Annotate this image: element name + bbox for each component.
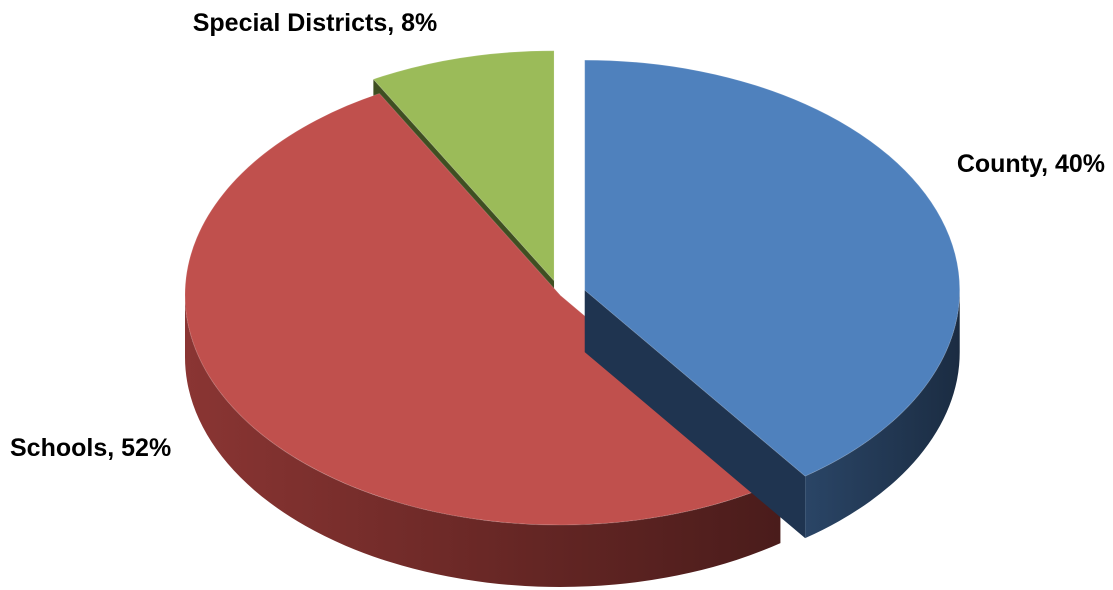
slice-county <box>584 59 961 539</box>
slice-top-county <box>584 59 961 477</box>
slice-side-schools <box>185 295 781 587</box>
slice-top-special-districts <box>372 50 555 283</box>
slice-label-county: County, 40% <box>957 150 1105 178</box>
slice-wall-county-0 <box>584 290 806 539</box>
slices-layer <box>184 50 961 587</box>
labels-layer: Special Districts, 8% County, 40% School… <box>10 9 1105 462</box>
slice-label-special-districts: Special Districts, 8% <box>193 9 438 37</box>
slice-label-schools: Schools, 52% <box>10 434 171 462</box>
slice-schools <box>184 92 782 587</box>
slice-top-schools <box>184 92 782 526</box>
slice-side-county <box>805 290 960 539</box>
